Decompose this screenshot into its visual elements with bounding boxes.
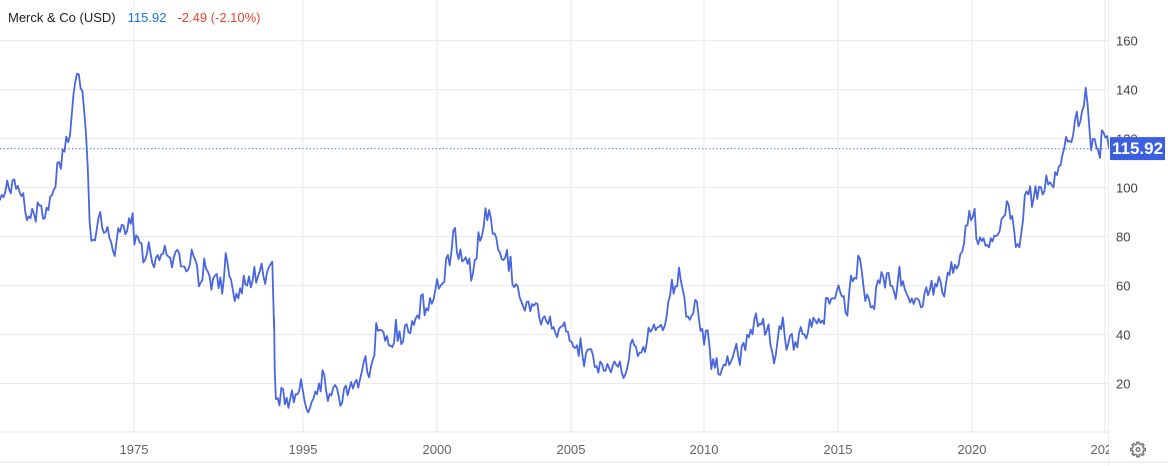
svg-text:140: 140 <box>1116 83 1138 98</box>
svg-text:160: 160 <box>1116 34 1138 49</box>
svg-text:20: 20 <box>1116 377 1130 392</box>
svg-text:2000: 2000 <box>423 442 452 457</box>
svg-text:80: 80 <box>1116 230 1130 245</box>
svg-text:2005: 2005 <box>557 442 586 457</box>
svg-text:40: 40 <box>1116 328 1130 343</box>
svg-text:115.92: 115.92 <box>1112 139 1163 158</box>
svg-text:100: 100 <box>1116 181 1138 196</box>
svg-text:1995: 1995 <box>289 442 318 457</box>
svg-text:2015: 2015 <box>824 442 853 457</box>
svg-text:1975: 1975 <box>120 442 149 457</box>
svg-text:2025: 2025 <box>1091 442 1120 457</box>
svg-text:60: 60 <box>1116 279 1130 294</box>
svg-text:2010: 2010 <box>690 442 719 457</box>
svg-text:2020: 2020 <box>958 442 987 457</box>
